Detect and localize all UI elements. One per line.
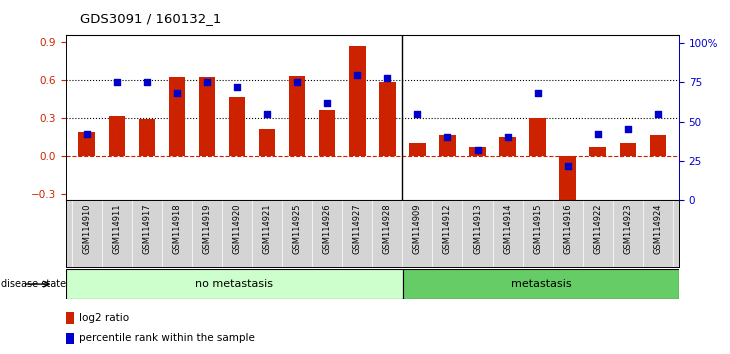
Point [261, 111, 273, 116]
Text: GSM114922: GSM114922 [593, 203, 602, 254]
Bar [349, 46, 366, 156]
Bar [199, 77, 215, 156]
Bar [139, 119, 155, 156]
Bar [409, 143, 426, 156]
Bar [499, 137, 516, 156]
Point [81, 131, 93, 137]
Text: log2 ratio: log2 ratio [80, 313, 130, 323]
Text: GSM114927: GSM114927 [353, 203, 362, 254]
Bar [620, 143, 636, 156]
Point [442, 135, 453, 140]
Bar [590, 147, 606, 156]
Bar [469, 147, 485, 156]
Bar [66, 312, 74, 324]
Point [412, 111, 423, 116]
Text: GSM114925: GSM114925 [293, 203, 301, 254]
Text: GDS3091 / 160132_1: GDS3091 / 160132_1 [80, 12, 222, 25]
Text: GSM114913: GSM114913 [473, 203, 482, 254]
Point [291, 80, 303, 85]
Text: GSM114912: GSM114912 [443, 203, 452, 254]
Text: GSM114919: GSM114919 [202, 203, 212, 254]
Text: disease state: disease state [1, 279, 66, 289]
Bar [66, 332, 74, 344]
Text: GSM114911: GSM114911 [112, 203, 121, 254]
Bar [79, 132, 95, 156]
Text: no metastasis: no metastasis [196, 279, 273, 289]
Text: GSM114928: GSM114928 [383, 203, 392, 254]
Text: GSM114915: GSM114915 [533, 203, 542, 254]
Point [171, 91, 182, 96]
Text: GSM114917: GSM114917 [142, 203, 151, 254]
Point [531, 91, 543, 96]
Point [592, 131, 604, 137]
Text: GSM114916: GSM114916 [563, 203, 572, 254]
Bar [379, 82, 396, 156]
Bar [319, 110, 336, 156]
Point [321, 100, 333, 105]
Point [141, 80, 153, 85]
Bar [650, 136, 666, 156]
Text: GSM114924: GSM114924 [653, 203, 662, 254]
Text: GSM114914: GSM114914 [503, 203, 512, 254]
Point [562, 163, 574, 169]
Bar [169, 77, 185, 156]
Text: GSM114909: GSM114909 [413, 203, 422, 254]
Text: GSM114920: GSM114920 [233, 203, 242, 254]
Bar [66, 269, 403, 299]
Text: GSM114923: GSM114923 [623, 203, 632, 254]
Point [111, 80, 123, 85]
Bar [439, 136, 456, 156]
Text: GSM114918: GSM114918 [172, 203, 182, 254]
Bar [403, 269, 679, 299]
Text: metastasis: metastasis [510, 279, 572, 289]
Point [502, 135, 513, 140]
Point [382, 75, 393, 81]
Bar [559, 156, 576, 200]
Point [472, 147, 483, 153]
Text: GSM114910: GSM114910 [82, 203, 91, 254]
Point [231, 84, 243, 90]
Text: GSM114921: GSM114921 [263, 203, 272, 254]
Point [622, 127, 634, 132]
Point [351, 72, 363, 78]
Bar [109, 116, 125, 156]
Point [652, 111, 664, 116]
Bar [259, 129, 275, 156]
Bar [289, 76, 305, 156]
Text: GSM114926: GSM114926 [323, 203, 331, 254]
Bar [529, 118, 546, 156]
Text: percentile rank within the sample: percentile rank within the sample [80, 333, 256, 343]
Point [201, 80, 213, 85]
Bar [228, 97, 245, 156]
